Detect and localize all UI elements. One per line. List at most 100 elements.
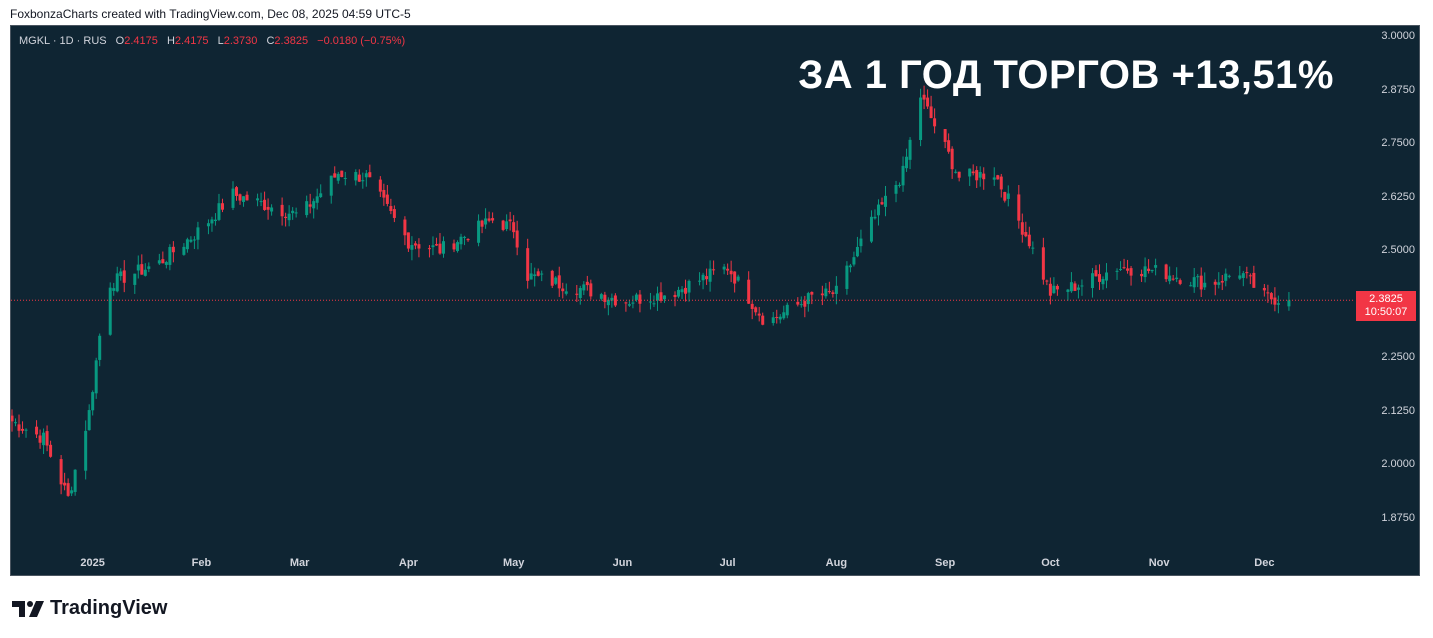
candle-body: [554, 277, 558, 284]
candle-body: [1003, 191, 1007, 201]
candle-body: [385, 194, 389, 204]
candle-body: [70, 490, 74, 494]
legend-open: 2.4175: [124, 35, 158, 47]
last-price-label: 2.3825 10:50:07: [1356, 291, 1416, 322]
candle-body: [1048, 283, 1052, 296]
candle-body: [943, 129, 947, 142]
candle-body: [673, 294, 677, 298]
candle-body: [512, 222, 516, 233]
symbol-legend[interactable]: MGKL · 1D · RUS O2.4175 H2.4175 L2.3730 …: [19, 35, 405, 47]
candle-body: [266, 206, 270, 210]
candle-body: [582, 284, 586, 291]
candle-body: [136, 264, 140, 271]
candle-body: [1090, 273, 1094, 289]
candle-body: [213, 219, 217, 222]
candle-body: [701, 274, 705, 281]
candle-body: [413, 243, 417, 246]
x-tick-label: Feb: [191, 557, 212, 569]
candle-body: [1245, 272, 1249, 274]
candle-body: [210, 219, 214, 224]
candle-body: [392, 209, 396, 218]
candle-body: [550, 270, 554, 286]
candle-body: [1238, 275, 1242, 279]
candle-body: [610, 297, 614, 301]
candle-body: [294, 212, 298, 214]
candle-body: [603, 294, 607, 302]
candle-body: [259, 201, 263, 203]
candle-body: [824, 288, 828, 297]
candle-body: [908, 139, 912, 160]
candle-body: [1273, 297, 1277, 305]
candle-body: [775, 317, 779, 319]
candle-body: [238, 194, 242, 201]
candle-body: [1224, 273, 1228, 281]
candle-body: [919, 97, 923, 141]
candle-body: [950, 148, 954, 170]
candle-body: [45, 431, 49, 446]
candle-body: [1154, 265, 1158, 268]
candle-body: [722, 266, 726, 270]
candle-body: [91, 392, 95, 411]
candle-body: [140, 264, 144, 275]
candle-body: [978, 172, 982, 178]
chart-area[interactable]: MGKL · 1D · RUS O2.4175 H2.4175 L2.3730 …: [10, 25, 1420, 576]
candle-body: [1115, 270, 1119, 272]
candle-body: [427, 248, 431, 250]
candle-body: [361, 180, 365, 182]
candle-body: [73, 469, 77, 492]
candle-body: [533, 274, 537, 277]
candle-body: [1094, 270, 1098, 277]
candle-body: [778, 316, 782, 320]
candle-body: [901, 165, 905, 186]
candle-body: [1073, 283, 1077, 291]
candle-body: [287, 213, 291, 221]
candle-body: [1262, 287, 1266, 291]
last-price-countdown: 10:50:07: [1364, 306, 1408, 319]
candle-body: [192, 239, 196, 241]
candle-body: [1213, 281, 1217, 285]
candle-body: [1052, 285, 1056, 294]
candle-body: [648, 301, 652, 303]
candle-body: [771, 317, 775, 324]
candle-body: [378, 179, 382, 192]
candle-body: [284, 216, 288, 219]
candle-body: [561, 288, 565, 292]
candle-body: [308, 204, 312, 207]
candle-body: [999, 176, 1003, 190]
tradingview-logo[interactable]: TradingView: [12, 597, 167, 620]
candle-body: [968, 168, 972, 177]
candle-body: [1122, 267, 1126, 269]
candle-body: [441, 241, 445, 254]
candle-body: [410, 245, 414, 250]
y-tick-label: 2.7500: [1381, 137, 1415, 149]
candle-body: [557, 275, 561, 289]
candle-body: [750, 303, 754, 309]
candle-body: [855, 246, 859, 257]
candle-body: [168, 247, 172, 265]
candle-body: [217, 203, 221, 220]
candle-body: [733, 271, 737, 284]
candle-body: [115, 273, 119, 292]
candle-body: [1168, 275, 1172, 282]
x-tick-label: Nov: [1148, 557, 1170, 569]
candle-body: [1220, 280, 1224, 283]
candle-body: [196, 227, 200, 240]
candle-body: [869, 216, 873, 242]
x-tick-label: Sep: [935, 557, 956, 569]
candle-body: [84, 430, 88, 471]
candle-body: [754, 307, 758, 313]
candle-body: [680, 289, 684, 293]
candle-body: [35, 426, 39, 435]
candle-body: [1140, 273, 1144, 277]
candle-body: [575, 293, 579, 295]
candle-body: [1031, 247, 1035, 249]
candle-body: [24, 429, 28, 431]
candle-body: [905, 156, 909, 169]
candle-body: [1266, 292, 1270, 294]
x-tick-label: Apr: [398, 557, 418, 569]
candle-body: [1248, 275, 1252, 277]
candle-body: [112, 288, 116, 291]
candle-body: [406, 232, 410, 249]
candle-body: [161, 259, 165, 264]
candle-body: [340, 170, 344, 178]
